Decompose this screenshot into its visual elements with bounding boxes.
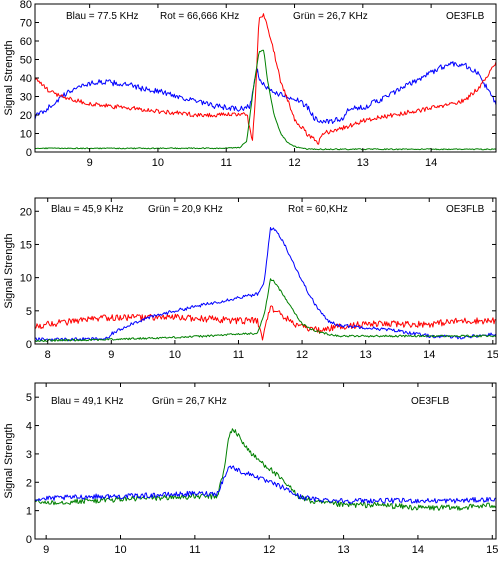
legend-annotation: Rot = 66,666 KHz xyxy=(160,11,239,22)
x-tick-label: 9 xyxy=(108,349,114,361)
y-tick-label: 4 xyxy=(26,421,32,433)
series-line-2-3 xyxy=(35,278,496,342)
legend-annotation: OE3FLB xyxy=(411,396,450,407)
y-tick-label: 80 xyxy=(20,0,32,11)
plot-frame xyxy=(34,3,497,153)
series-line-3-1 xyxy=(35,428,496,511)
series-line-1-2 xyxy=(35,13,496,145)
y-axis-label: Signal Strength xyxy=(3,423,15,498)
x-tick-label: 15 xyxy=(486,544,498,556)
x-tick-label: 12 xyxy=(288,157,300,169)
y-tick-label: 1 xyxy=(26,506,32,518)
y-tick-label: 5 xyxy=(26,392,32,404)
y-axis-label: Signal Strength xyxy=(3,40,15,115)
legend-annotation: Grün = 26,7 KHz xyxy=(293,11,368,22)
y-tick-label: 2 xyxy=(26,477,32,489)
x-tick-label: 15 xyxy=(487,349,498,361)
x-tick-label: 12 xyxy=(263,544,275,556)
x-tick-label: 13 xyxy=(357,157,369,169)
x-tick-label: 14 xyxy=(423,349,435,361)
x-tick-label: 12 xyxy=(296,349,308,361)
x-tick-label: 11 xyxy=(221,157,232,169)
chart-panel-2: 8 9 10 11 12 13 14 15 0 5 10 15 20 Signal Strength Bla… xyxy=(3,197,498,361)
x-tick-label: 14 xyxy=(425,157,437,169)
y-tick-label: 20 xyxy=(20,110,32,122)
x-tick-label: 13 xyxy=(360,349,372,361)
plot-frame xyxy=(34,197,497,345)
y-tick-label: 0 xyxy=(26,339,32,351)
legend-annotation: Grün = 26,7 KHz xyxy=(152,396,227,407)
legend-annotation: Blau = 77.5 KHz xyxy=(66,11,139,22)
legend-annotation: Blau = 49,1 KHz xyxy=(51,396,124,407)
y-tick-label: 10 xyxy=(20,273,32,285)
legend-annotation: OE3FLB xyxy=(446,204,485,215)
series-line-2-2 xyxy=(35,227,496,342)
y-tick-label: 60 xyxy=(20,36,32,48)
x-tick-label: 11 xyxy=(233,349,244,361)
x-tick-label: 8 xyxy=(45,349,51,361)
y-tick-label: 10 xyxy=(20,129,32,141)
x-tick-label: 14 xyxy=(412,544,424,556)
y-tick-label: 70 xyxy=(20,18,32,30)
x-tick-label: 10 xyxy=(169,349,181,361)
y-tick-label: 5 xyxy=(26,306,32,318)
legend-annotation: Blau = 45,9 KHz xyxy=(51,204,124,215)
chart-panel-1: 9 10 11 12 13 14 0 10 20 30 40 50 60 70 80 Signal Stren… xyxy=(3,0,497,169)
y-tick-label: 3 xyxy=(26,449,32,461)
y-tick-label: 30 xyxy=(20,92,32,104)
x-tick-label: 13 xyxy=(337,544,349,556)
x-tick-label: 10 xyxy=(152,157,164,169)
legend-annotation: OE3FLB xyxy=(446,11,485,22)
x-tick-label: 11 xyxy=(189,544,200,556)
y-tick-label: 20 xyxy=(20,206,32,218)
y-tick-label: 0 xyxy=(26,147,32,159)
series-line-1-3 xyxy=(35,49,496,151)
legend-annotation: Rot = 60,KHz xyxy=(288,204,348,215)
y-tick-label: 0 xyxy=(26,534,32,546)
x-tick-label: 9 xyxy=(43,544,49,556)
legend-annotation: Grün = 20,9 KHz xyxy=(148,204,223,215)
y-tick-label: 50 xyxy=(20,55,32,67)
y-axis-label: Signal Strength xyxy=(3,233,15,308)
series-line-1-1 xyxy=(35,61,496,124)
series-line-3-2 xyxy=(35,465,496,504)
x-tick-label: 10 xyxy=(114,544,126,556)
plot-frame xyxy=(34,382,497,540)
y-tick-label: 40 xyxy=(20,73,32,85)
x-tick-label: 9 xyxy=(87,157,93,169)
series-line-2-1 xyxy=(35,305,496,341)
y-tick-label: 15 xyxy=(20,239,32,251)
